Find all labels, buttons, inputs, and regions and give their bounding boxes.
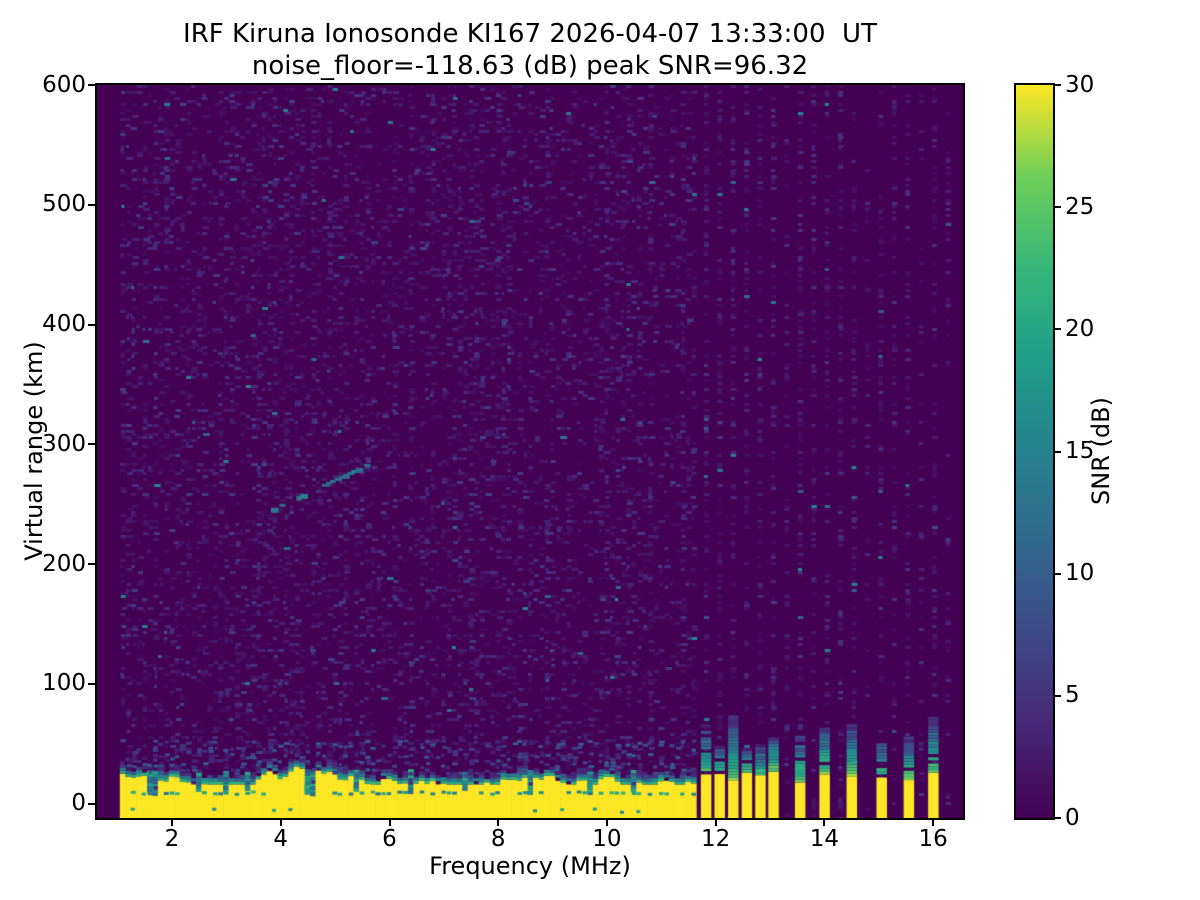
colorbar-tick-mark bbox=[1053, 206, 1061, 209]
colorbar-tick-mark bbox=[1053, 817, 1061, 819]
x-tick-label: 16 bbox=[918, 826, 948, 852]
colorbar-tick-label: 10 bbox=[1065, 560, 1095, 587]
x-tick-mark bbox=[497, 818, 500, 826]
y-tick-label: 600 bbox=[42, 71, 86, 98]
y-tick-label: 0 bbox=[71, 790, 86, 817]
x-tick-label: 4 bbox=[273, 826, 289, 852]
y-tick-label: 300 bbox=[42, 430, 86, 457]
x-tick-label: 10 bbox=[592, 826, 622, 852]
y-tick-mark bbox=[88, 563, 96, 566]
y-tick-mark bbox=[88, 323, 96, 326]
x-tick-label: 6 bbox=[382, 826, 397, 852]
colorbar-tick-label: 30 bbox=[1065, 71, 1095, 98]
colorbar-tick-label: 5 bbox=[1065, 682, 1080, 709]
y-axis-label: Virtual range (km) bbox=[20, 341, 48, 561]
x-tick-mark bbox=[171, 818, 173, 826]
colorbar-tick-mark bbox=[1053, 572, 1061, 575]
plot-title-line1: IRF Kiruna Ionosonde KI167 2026-04-07 13… bbox=[183, 19, 877, 49]
colorbar-tick-label: 25 bbox=[1065, 193, 1095, 220]
colorbar-tick-label: 0 bbox=[1065, 804, 1080, 831]
y-tick-mark bbox=[88, 443, 96, 446]
y-tick-mark bbox=[88, 84, 96, 86]
axes-border bbox=[95, 83, 965, 820]
y-tick-mark bbox=[88, 682, 96, 685]
ionogram-heatmap bbox=[97, 85, 963, 818]
x-tick-label: 12 bbox=[700, 826, 731, 852]
y-tick-label: 500 bbox=[42, 191, 86, 218]
colorbar-label: SNR (dB) bbox=[1087, 397, 1115, 505]
colorbar-border bbox=[1014, 83, 1055, 820]
colorbar-tick-mark bbox=[1053, 694, 1061, 697]
y-tick-label: 200 bbox=[42, 550, 86, 577]
x-tick-mark bbox=[605, 818, 608, 826]
y-tick-mark bbox=[88, 203, 96, 206]
plot-title-line2: noise_floor=-118.63 (dB) peak SNR=96.32 bbox=[251, 51, 809, 81]
x-tick-mark bbox=[279, 818, 282, 826]
colorbar-tick-mark bbox=[1053, 84, 1061, 86]
y-tick-label: 100 bbox=[42, 670, 86, 697]
colorbar-tick-mark bbox=[1053, 328, 1061, 331]
y-tick-mark bbox=[88, 802, 96, 805]
x-tick-label: 14 bbox=[809, 826, 840, 852]
y-tick-label: 400 bbox=[42, 311, 86, 337]
colorbar-gradient bbox=[1016, 85, 1053, 818]
x-tick-label: 2 bbox=[164, 826, 180, 852]
colorbar-tick-label: 15 bbox=[1065, 438, 1095, 464]
colorbar-tick-label: 20 bbox=[1065, 315, 1095, 342]
x-tick-label: 8 bbox=[490, 826, 506, 852]
x-tick-mark bbox=[823, 818, 826, 826]
x-tick-mark bbox=[388, 818, 391, 826]
x-axis-label: Frequency (MHz) bbox=[429, 852, 631, 880]
x-tick-mark bbox=[714, 818, 717, 826]
colorbar-tick-mark bbox=[1053, 450, 1061, 453]
x-tick-mark bbox=[932, 818, 935, 826]
